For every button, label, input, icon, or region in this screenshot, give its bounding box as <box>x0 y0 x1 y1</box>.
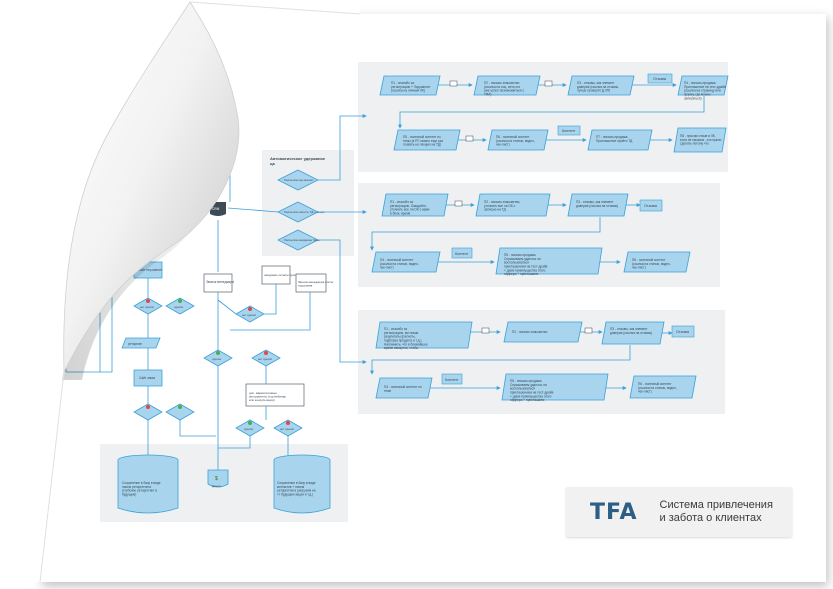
panel2-reviews-tag-text: Отзывы <box>644 204 658 208</box>
panel2-step-1-text: П1 - спасибо за регистрацию. Ожидайте, уто… <box>390 200 430 216</box>
panel1-step-1-text: П1 - спасибо за регистрацию + Лид.магнит(… <box>391 81 431 93</box>
panel3-step-3-text: П3 - отзывы, как элемент доверия (ссылка … <box>610 327 652 335</box>
decision-yes-2-text: сделка <box>174 305 183 309</box>
site-1-text: Сайт пер.магнит <box>138 268 163 272</box>
dollar-icon: $ <box>215 476 218 482</box>
panel1-reviews-tag-text: Отзывы <box>653 77 667 81</box>
decision-no-5-text: нет сделки <box>280 427 294 431</box>
brand-tagline-line2: и забота о клиентах <box>659 512 762 524</box>
panel3-reviews-tag <box>671 325 695 338</box>
panel1-step-5: П5 - полезный контент из темы (в РС можно… <box>393 129 461 151</box>
decision-yes-4: сделка <box>203 349 233 367</box>
decision-no-4: нет сделки <box>251 349 281 367</box>
panel2-step-3: П3 - отзывы, как элемент доверия (ссылка … <box>567 193 629 217</box>
retarget-2-text: ретаргинг <box>128 342 143 346</box>
panel1-step-2: П2 - письмо знакомство (ссылка на соц. се… <box>473 75 541 97</box>
panel1-step-8-text: П8 - просим отзыв в ЛК, если не сможем - … <box>680 134 722 146</box>
panel1-step-3: П3 - отзывы, как элемент доверия (ссылка … <box>567 75 635 96</box>
decision-no-5: нет сделки <box>273 419 303 437</box>
decision-yes-1-text: сделка <box>174 211 183 215</box>
panel1-step-2-text: П2 - письмо знакомство (ссылка на соц. се… <box>484 81 525 97</box>
panel2-step-6: П6 - полезный контент (ссылка на статью, … <box>623 251 691 273</box>
decision-no-4-text: нет сделки <box>258 357 272 361</box>
panel1-step-7: П7 - письмо-продажа. Приглашение пройти Т… <box>587 129 653 151</box>
panel1-reviews-tag <box>647 73 673 84</box>
retarget-1-text: ретаргинг <box>138 238 153 242</box>
panel1-step-8: П8 - просим отзыв в ЛК, если не сможем - … <box>673 127 727 153</box>
panel1-step-6: П6 - полезный контент (ссылка на статью, … <box>487 129 549 151</box>
panel3-step-1: П1 - спасибо за регистрацию, вот ваши резу… <box>375 321 473 350</box>
panel2-step-1: П1 - спасибо за регистрацию. Ожидайте, уто… <box>381 193 449 217</box>
panel1-step-4: П4 - письмо-продажа. Приглашение на тест-… <box>677 75 729 100</box>
top-box <box>134 178 166 188</box>
panel3-content-tag-text: Контент <box>445 378 459 382</box>
mail-icon <box>449 80 458 87</box>
panel1-step-6-text: П6 - полезный контент (ссылка на статью, … <box>496 135 535 147</box>
decision-yes-4-text: сделка <box>212 357 221 361</box>
panel1-step-3-text: П3 - отзывы, как элемент доверия (ссылка … <box>577 81 619 93</box>
decision-yes-5-text: сделка <box>244 427 253 431</box>
panel3-step-2: П2 - письмо знакомство <box>503 321 583 343</box>
money-text: Деньги <box>212 484 221 488</box>
panel2-step-3-text: П3 - отзывы, как элемент доверия (ссылка … <box>576 200 618 208</box>
panel2-reviews-tag <box>639 199 663 212</box>
crm-text: CRM <box>212 207 220 211</box>
decision-no-1: нет сделки <box>133 203 163 221</box>
panel1-step-5-text: П5 - полезный контент из темы (в РС можно… <box>403 135 443 147</box>
panel2-step-4-text: П4 - полезный контент (ссылка на статью, … <box>380 258 419 270</box>
decision-mail-3-text: Рассылка ожидание базы <box>284 238 320 242</box>
panel1-content-tag <box>557 125 581 136</box>
panel1-step-7-text: П7 - письмо-продажа. Приглашение пройти Т… <box>596 135 633 143</box>
manager-call-text: Звонок менеджера <box>206 280 234 284</box>
panel2-content-tag-text: Контент <box>455 252 469 256</box>
site-2-text: Сайт заказ <box>139 376 156 380</box>
decision-yes-2: сделка <box>165 297 195 315</box>
mail-icon <box>544 80 553 87</box>
tfa-logo: TFA <box>590 499 638 525</box>
mail-icon <box>465 135 474 142</box>
mail-icon <box>454 200 463 207</box>
panel2-step-5: П5 - письмо-продажа. Спрашиваем удалось л… <box>495 247 603 276</box>
decision-no-2-text: нет сделки <box>140 305 154 309</box>
decision-yes-5: сделка <box>235 419 265 437</box>
decision-no-1-text: нет сделки <box>140 211 154 215</box>
brand-tagline: Система привлечения и забота о клиентах <box>660 499 773 525</box>
decision-no-3 <box>133 403 163 421</box>
decision-mail-1-text: Рассылка пер.магнит <box>284 178 314 182</box>
decision-center-text: нет сделки <box>242 313 256 317</box>
brand-tagline-line1: Система привлечения <box>659 499 773 511</box>
panel3-step-6-text: П6 - полезный контент (ссылка на статью, … <box>638 382 677 394</box>
decision-center: нет сделки <box>235 305 265 323</box>
panel3-step-1-text: П1 - спасибо за регистрацию, вот ваши резу… <box>384 327 428 350</box>
brand-badge: TFA Система привлечения и забота о клиен… <box>566 487 792 537</box>
decision-yes-1: сделка <box>165 203 195 221</box>
panel3-step-4: П4 - полезный контент по теме <box>375 377 433 399</box>
database-2: Сохранение в базу в виде контактов + писе… <box>273 454 331 514</box>
decision-yes-3 <box>165 403 195 421</box>
panel2-step-5-text: П5 - письмо-продажа. Спрашиваем удалось л… <box>504 253 548 276</box>
panel2-step-6-text: П6 - полезный контент (ссылка на статью, … <box>632 258 671 270</box>
panel3-step-2-text: П2 - письмо знакомство <box>512 330 548 334</box>
panel3-step-4-text: П4 - полезный контент по теме <box>384 385 422 393</box>
panel3-step-6: П6 - полезный контент (ссылка на статью, … <box>629 375 697 399</box>
decision-no-2: нет сделки <box>133 297 163 315</box>
database-1: Сохранение в базу в виде писем ретаргетин… <box>117 454 179 514</box>
panel2-step-4: П4 - полезный контент (ссылка на статью, … <box>371 251 441 273</box>
panel1-step-1: П1 - спасибо за регистрацию + Лид.магнит(… <box>379 75 441 96</box>
database-2-text: Сохранение в базу в виде контактов + писе… <box>277 481 316 497</box>
panel3-step-5: П5 - письмо-продажа. Спрашиваем удалось л… <box>501 373 609 402</box>
panel3-step-5-text: П5 - письмо-продажа. Спрашиваем удалось л… <box>510 379 554 402</box>
panel1-step-4-text: П4 - письмо-продажа. Приглашение на тест-… <box>684 81 726 100</box>
mail-icon <box>584 327 593 334</box>
panel3-content-tag <box>441 373 463 385</box>
panel2-content-tag <box>451 247 473 259</box>
mail-icon <box>481 327 490 334</box>
money-terminal: $ Деньги <box>207 469 229 488</box>
panel3-reviews-tag-text: Отзывы <box>676 330 690 334</box>
panel2-step-2-text: П2 - письмо знакомство, уточнить все ли О… <box>484 200 520 212</box>
panel2-step-2: П2 - письмо знакомство, уточнить все ли О… <box>475 193 551 217</box>
panel3-step-3: П3 - отзывы, как элемент доверия (ссылка … <box>601 321 665 345</box>
panel1-content-tag-text: Контент <box>562 129 576 133</box>
